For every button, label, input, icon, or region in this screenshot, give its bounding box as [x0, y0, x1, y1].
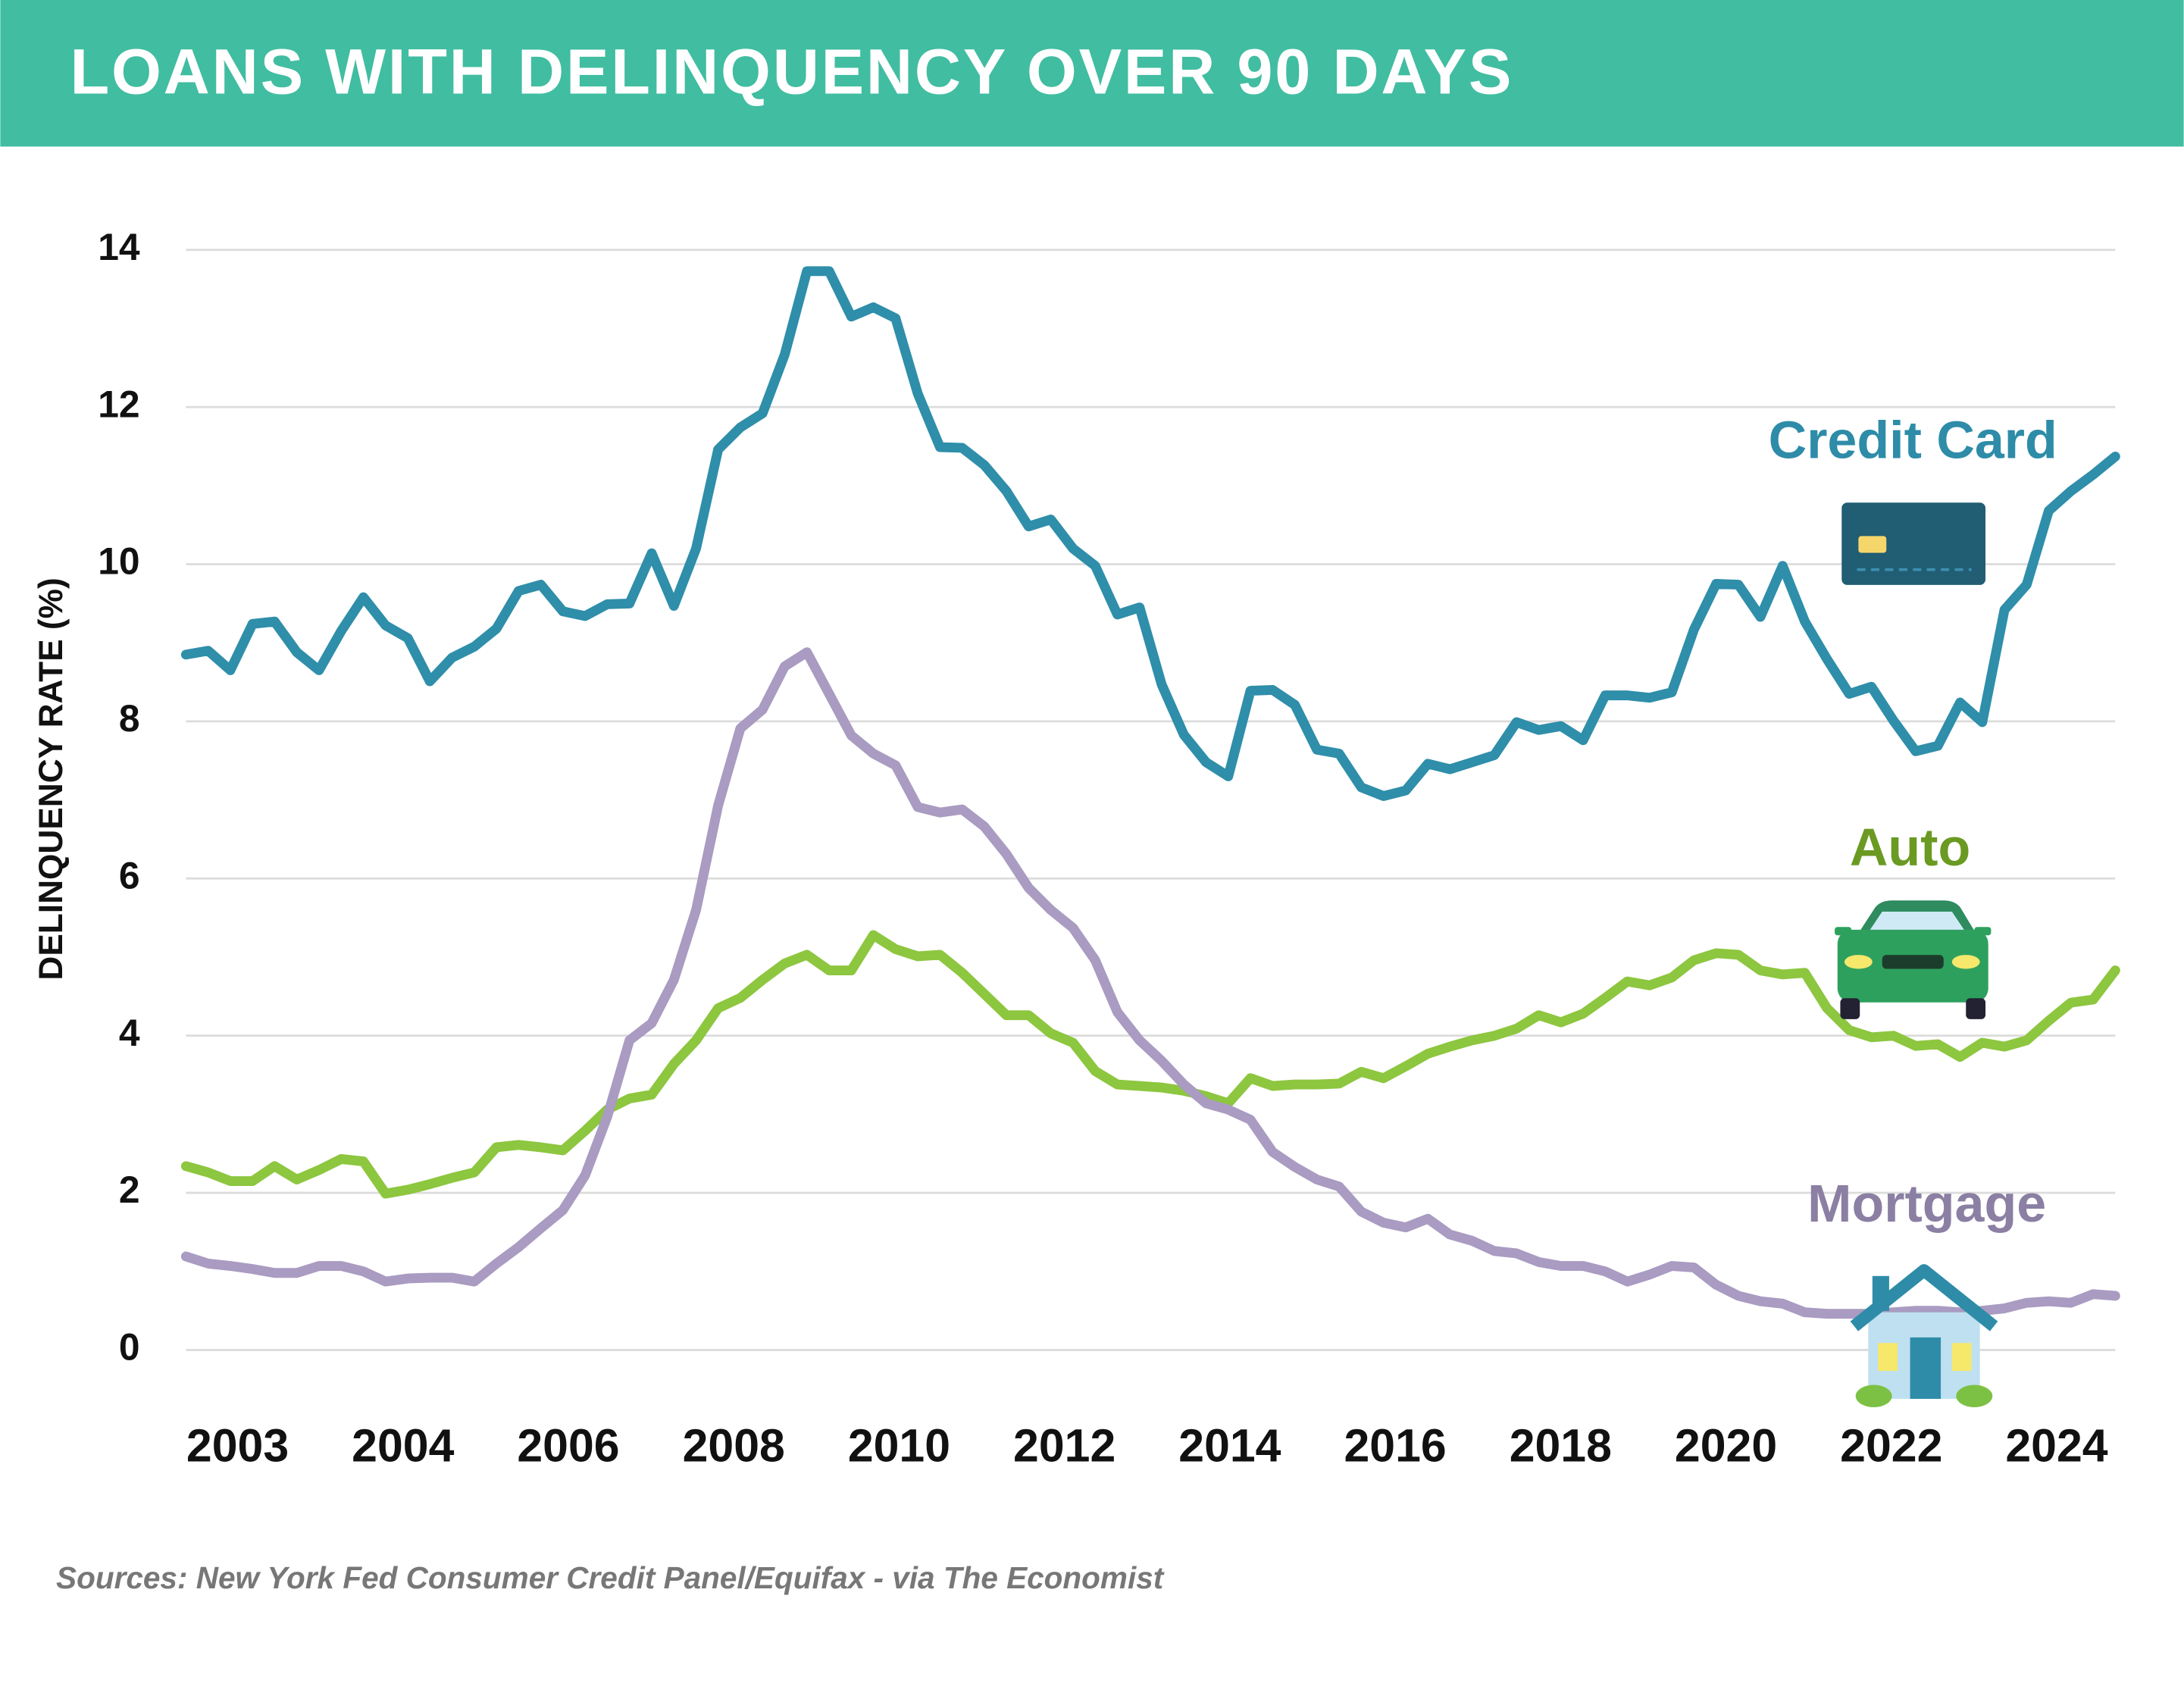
x-tick-label: 2010 [848, 1419, 950, 1471]
x-tick-label: 2016 [1344, 1419, 1446, 1471]
x-tick-label: 2003 [186, 1419, 289, 1471]
y-tick-label: 2 [119, 1169, 140, 1211]
house-icon [1850, 1264, 1998, 1407]
x-tick-label: 2006 [517, 1419, 619, 1471]
car-icon [1835, 900, 1992, 1019]
series-line [180, 930, 2120, 1199]
x-tick-label: 2012 [1013, 1419, 1115, 1471]
series-label: Credit Card [1769, 410, 2057, 469]
y-tick-label: 10 [98, 540, 139, 583]
y-tick-label: 12 [98, 383, 139, 425]
chart-title: LOANS WITH DELINQUENCY OVER 90 DAYS [70, 36, 1513, 108]
plot-area: 0 2 4 6 8 10 12 14 2003 2004 2006 2008 2010 2012 2014 2… [98, 226, 2120, 1471]
y-tick-label: 0 [119, 1326, 140, 1369]
series-line [180, 647, 2120, 1319]
x-tick-label: 2024 [2005, 1419, 2107, 1471]
x-tick-label: 2018 [1510, 1419, 1612, 1471]
y-tick-label: 6 [119, 854, 140, 896]
x-tick-label: 2008 [683, 1419, 785, 1471]
title-banner [0, 0, 2184, 147]
x-tick-label: 2014 [1178, 1419, 1281, 1471]
series-label: Auto [1850, 818, 1970, 877]
y-axis-label: DELINQUENCY RATE (%) [33, 577, 70, 980]
y-tick-label: 14 [98, 226, 140, 268]
credit-card-icon [1841, 502, 1986, 585]
y-tick-label: 8 [119, 697, 140, 740]
series-label: Mortgage [1807, 1174, 2046, 1233]
y-tick-label: 4 [119, 1012, 140, 1054]
x-tick-label: 2022 [1840, 1419, 1942, 1471]
series-line [180, 266, 2120, 801]
source-note: Sources: New York Fed Consumer Credit Pa… [56, 1560, 1165, 1595]
x-tick-label: 2004 [352, 1419, 454, 1471]
x-tick-label: 2020 [1675, 1419, 1777, 1471]
